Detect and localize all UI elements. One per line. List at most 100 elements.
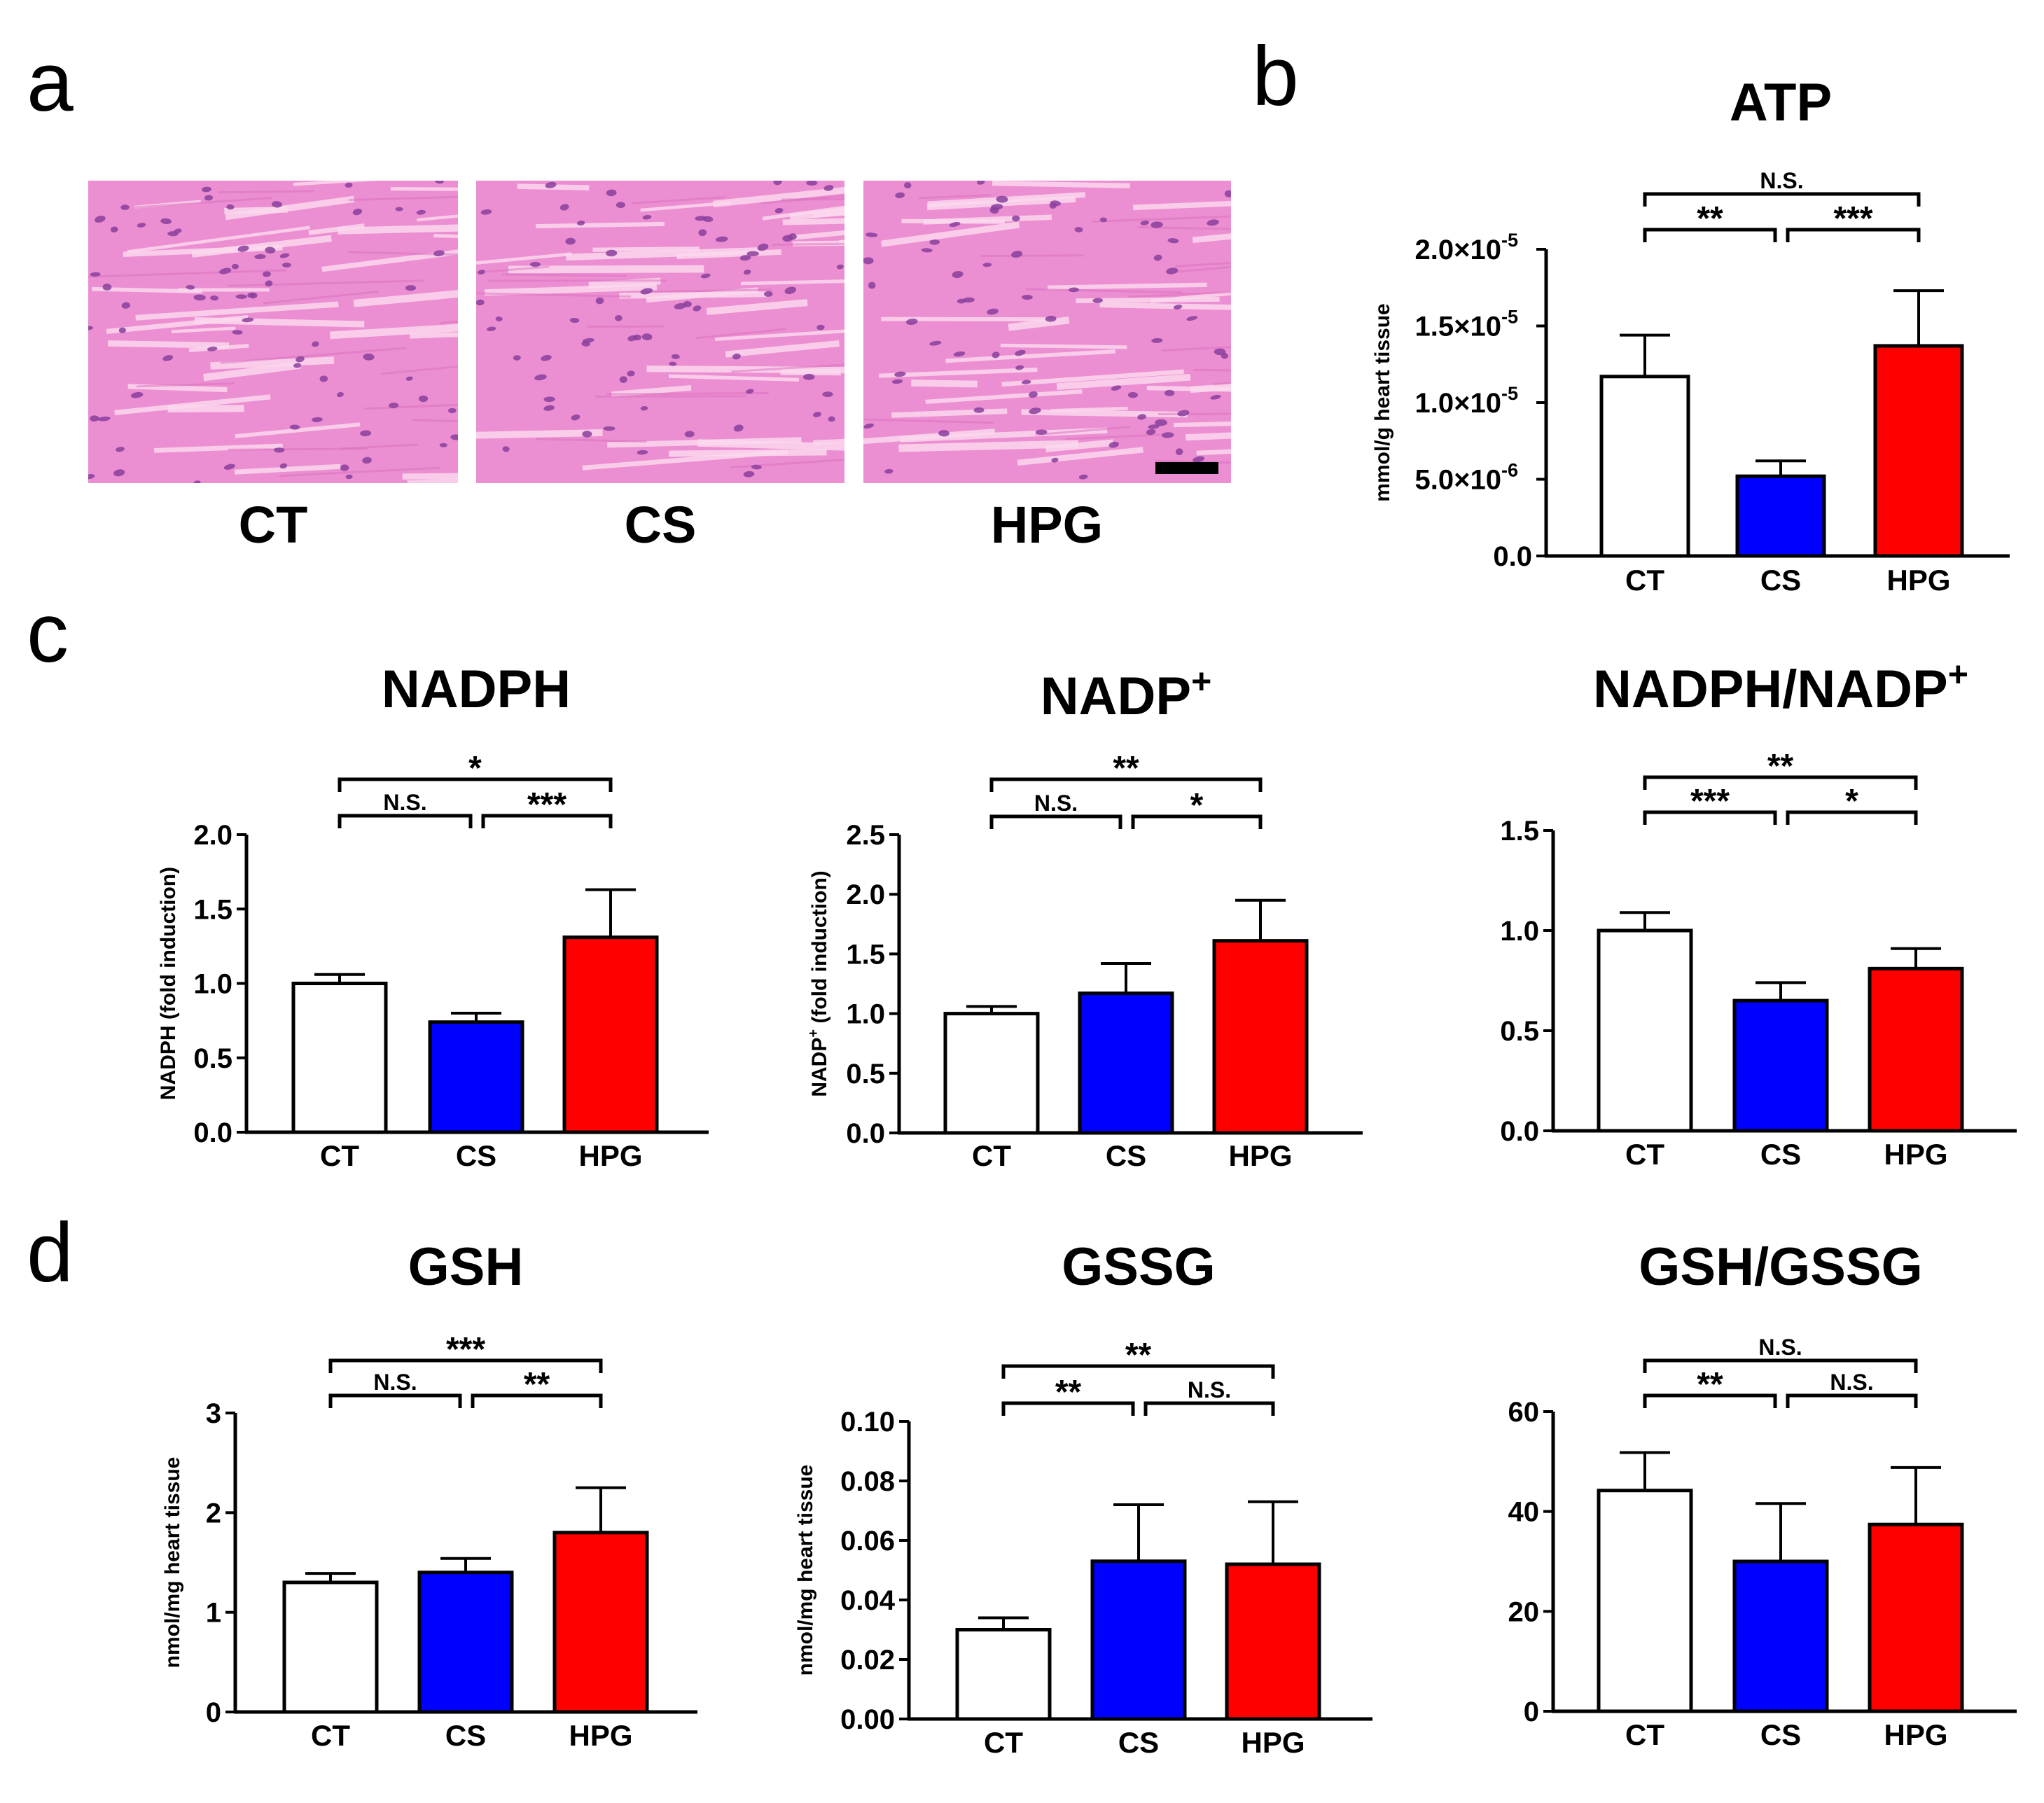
cell-nucleus [633, 334, 641, 341]
cell-nucleus [674, 303, 686, 309]
cell-nucleus [894, 371, 906, 377]
cell-nucleus [137, 223, 146, 228]
cell-nucleus [582, 337, 595, 343]
category-label-cs: CS [1760, 1138, 1801, 1171]
category-label-hpg: HPG [1886, 564, 1950, 597]
cell-nucleus [669, 361, 677, 366]
fiber-shadow [363, 401, 458, 410]
fiber-streak [1045, 439, 1114, 452]
category-label-ct: CT [1625, 1138, 1664, 1171]
significance-label: N.S. [1760, 168, 1803, 193]
significance-label: * [1845, 783, 1858, 820]
category-label-cs: CS [456, 1139, 496, 1172]
fiber-streak [945, 349, 1115, 363]
cell-nucleus [684, 431, 695, 438]
cell-nucleus [439, 443, 447, 447]
cell-nucleus [362, 457, 372, 464]
fiber-streak [476, 252, 572, 267]
fiber-streak [1047, 282, 1207, 290]
fiber-shadow [1092, 213, 1231, 223]
cell-nucleus [247, 292, 256, 298]
fiber-shadow [1128, 290, 1231, 298]
bar-hpg [1212, 939, 1309, 1135]
fiber-shadow [863, 418, 994, 424]
cell-nucleus [174, 228, 182, 234]
fiber-shadow [380, 360, 458, 375]
y-tick-label: 2.0 [846, 879, 885, 910]
fiber-shadow [587, 325, 664, 328]
significance-bracket [1143, 1401, 1275, 1416]
y-axis-label: NADPH (fold induction) [157, 867, 180, 1100]
cell-nucleus [957, 298, 966, 304]
cell-nucleus [619, 376, 627, 384]
histology-panel: CT CS HPG [88, 181, 1231, 554]
fiber-streak [92, 286, 202, 294]
chart-nadph_ratio: NADPH/NADP+0.00.51.01.5CT CS HPG*** *** [1500, 655, 2017, 1171]
cell-nucleus [905, 318, 918, 326]
cell-nucleus [774, 208, 784, 214]
cell-nucleus [1162, 432, 1174, 438]
fiber-streak [321, 244, 458, 272]
cell-nucleus [312, 417, 323, 422]
fiber-streak [203, 361, 301, 382]
significance-bracket [989, 777, 1263, 792]
cell-nucleus [336, 391, 344, 398]
y-tick-label: 1.0 [193, 969, 232, 1000]
cell-nucleus [641, 333, 653, 340]
fiber-shadow [731, 360, 844, 373]
histology-label-hpg: HPG [991, 496, 1103, 554]
cell-nucleus [865, 232, 878, 237]
cell-nucleus [949, 221, 961, 227]
cell-nucleus [296, 356, 305, 363]
bar-cs [1735, 474, 1826, 558]
fiber-shadow [228, 279, 424, 287]
bar-ct [1599, 375, 1690, 558]
bar-cs [417, 1571, 514, 1714]
fiber-streak [1001, 369, 1184, 387]
cell-nucleus [1012, 215, 1020, 222]
cell-nucleus [237, 245, 249, 252]
y-tick-label: 0.04 [840, 1585, 896, 1616]
fiber-streak [433, 234, 458, 239]
cell-nucleus [836, 264, 844, 270]
significance-bracket [1001, 1364, 1275, 1379]
cell-nucleus [1150, 221, 1163, 228]
fiber-streak [881, 316, 1048, 321]
fiber-streak [592, 246, 700, 252]
cell-nucleus [569, 317, 580, 323]
fiber-streak [135, 301, 339, 321]
cell-nucleus [715, 236, 728, 242]
fiber-shadow [918, 194, 991, 200]
significance-label: *** [1833, 200, 1872, 237]
cell-nucleus [265, 246, 276, 254]
fiber-streak [338, 223, 458, 235]
cell-nucleus [733, 424, 744, 432]
cell-nucleus [746, 251, 759, 256]
cell-nucleus [435, 181, 444, 184]
cell-nucleus [1035, 429, 1048, 436]
fiber-shadow [476, 292, 631, 298]
cell-nucleus [743, 270, 751, 275]
cell-nucleus [210, 295, 219, 301]
cell-nucleus [118, 327, 127, 333]
cell-nucleus [863, 257, 874, 265]
category-label-ct: CT [984, 1726, 1023, 1759]
bar-ct [1597, 928, 1693, 1133]
fiber-streak [706, 299, 808, 315]
category-label-ct: CT [320, 1139, 359, 1172]
fiber-streak [566, 247, 759, 261]
category-label-ct: CT [1625, 1718, 1664, 1751]
cell-nucleus [242, 317, 254, 323]
cell-nucleus [95, 216, 106, 223]
panel-letter-b: b [1252, 29, 1299, 123]
fiber-streak [293, 181, 405, 186]
y-tick-label: 1.0 [846, 999, 885, 1030]
cell-nucleus [782, 235, 793, 242]
fiber-shadow [696, 328, 786, 340]
bar-ct [955, 1628, 1052, 1721]
cell-nucleus [231, 263, 239, 270]
category-label-hpg: HPG [1228, 1139, 1292, 1172]
fiber-streak [1150, 280, 1231, 303]
cell-nucleus [695, 216, 707, 221]
fiber-streak [127, 225, 310, 253]
